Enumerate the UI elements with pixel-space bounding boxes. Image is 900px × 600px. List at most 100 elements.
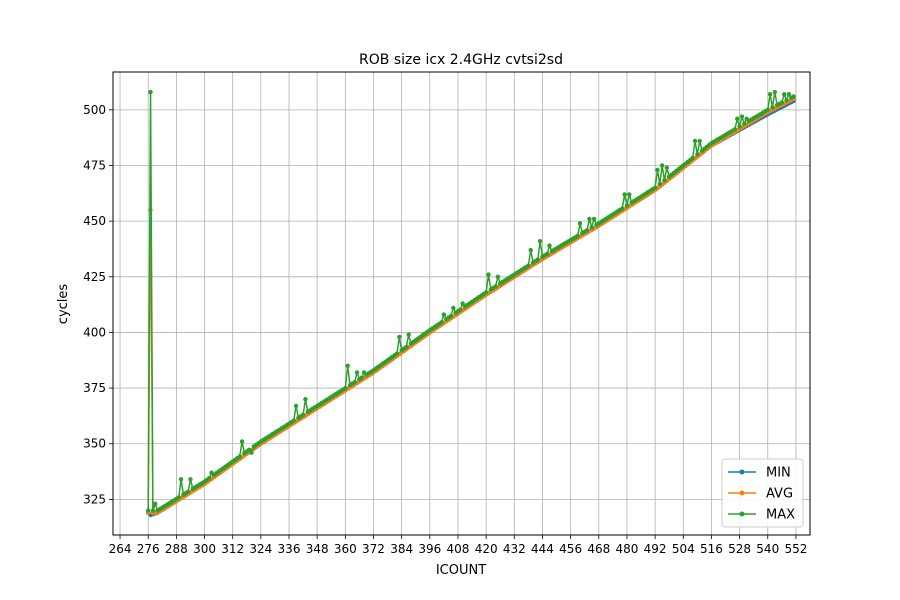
- data-point: [293, 403, 299, 409]
- data-point: [697, 138, 702, 144]
- data-point: [575, 233, 580, 239]
- x-tick-label: 360: [334, 542, 357, 556]
- x-axis-label: ICOUNT: [436, 563, 486, 578]
- data-point: [483, 290, 489, 295]
- legend-marker: [739, 511, 745, 517]
- data-point: [451, 305, 456, 311]
- data-point: [237, 454, 242, 459]
- x-tick-label: 468: [587, 542, 610, 556]
- data-point: [695, 152, 700, 157]
- y-tick-label: 375: [83, 381, 106, 395]
- data-point: [739, 114, 745, 119]
- data-point: [732, 127, 738, 132]
- data-point: [664, 165, 670, 170]
- data-point: [652, 185, 658, 190]
- data-point: [537, 238, 543, 244]
- data-point: [657, 181, 662, 187]
- x-tick-label: 324: [249, 542, 272, 556]
- data-point: [624, 203, 630, 208]
- x-tick-label: 348: [306, 542, 329, 556]
- plot-frame: [112, 71, 811, 536]
- data-point: [354, 370, 360, 375]
- x-tick-label: 528: [728, 542, 751, 556]
- data-point: [765, 107, 770, 113]
- data-point: [394, 351, 400, 356]
- data-point: [495, 274, 501, 279]
- x-tick-label: 504: [672, 542, 695, 556]
- data-point: [458, 307, 463, 312]
- data-point: [359, 375, 364, 380]
- data-point: [345, 363, 350, 369]
- data-point: [207, 476, 212, 481]
- y-axis-label: cycles: [56, 284, 71, 325]
- legend-label: MAX: [766, 508, 795, 523]
- data-point: [528, 247, 533, 253]
- data-point: [352, 379, 357, 385]
- data-point: [493, 284, 498, 289]
- data-point: [303, 397, 308, 402]
- data-point: [176, 495, 181, 500]
- series-layer: [146, 89, 796, 518]
- x-tick-label: 384: [390, 542, 413, 556]
- data-point: [146, 508, 151, 513]
- data-point: [535, 257, 540, 262]
- data-point: [486, 272, 491, 277]
- y-tick-label: 350: [83, 437, 106, 451]
- data-point: [300, 412, 306, 417]
- data-point: [178, 477, 184, 482]
- data-point: [404, 344, 409, 350]
- y-tick-label: 450: [83, 214, 106, 228]
- data-point: [779, 100, 785, 105]
- data-point: [587, 216, 592, 222]
- x-tick-label: 492: [644, 542, 667, 556]
- data-point: [584, 228, 590, 233]
- data-point: [544, 251, 550, 257]
- data-point: [185, 489, 191, 494]
- legend-label: MIN: [766, 466, 791, 481]
- data-point: [441, 312, 447, 317]
- x-tick-label: 276: [137, 542, 160, 556]
- data-point: [577, 221, 583, 226]
- chart-title: ROB size icx 2.4GHz cvtsi2sd: [359, 52, 563, 68]
- x-tick-label: 288: [165, 542, 188, 556]
- x-tick-label: 336: [278, 542, 301, 556]
- series-max: [146, 89, 796, 513]
- x-tick-label: 552: [784, 542, 807, 556]
- data-point: [547, 243, 552, 248]
- data-point: [791, 94, 796, 99]
- data-point: [690, 155, 695, 161]
- data-point: [439, 320, 444, 325]
- data-point: [620, 206, 625, 211]
- legend: MIN AVG MAX: [721, 458, 804, 528]
- data-point: [188, 477, 193, 482]
- grid: [113, 72, 810, 535]
- x-tick-label: 300: [193, 542, 216, 556]
- data-point: [659, 163, 665, 168]
- legend-item-max: MAX: [728, 508, 795, 523]
- data-point: [662, 178, 667, 183]
- x-tick-label: 408: [447, 542, 470, 556]
- y-axis: 325 350 375 400 425 450 475 500: [83, 103, 113, 506]
- x-tick-label: 516: [700, 542, 723, 556]
- x-tick-label: 432: [503, 542, 526, 556]
- data-point: [460, 301, 465, 306]
- x-tick-label: 264: [109, 542, 132, 556]
- data-point: [772, 89, 777, 95]
- x-tick-label: 372: [362, 542, 385, 556]
- x-tick-label: 444: [531, 542, 554, 556]
- x-tick-label: 456: [559, 542, 582, 556]
- data-point: [655, 167, 660, 173]
- data-point: [692, 138, 698, 144]
- x-tick-label: 480: [615, 542, 638, 556]
- data-point: [397, 334, 402, 340]
- x-tick-label: 312: [221, 542, 244, 556]
- data-point: [589, 225, 594, 230]
- legend-item-avg: AVG: [728, 487, 793, 502]
- data-point: [291, 418, 296, 423]
- y-tick-label: 475: [83, 158, 106, 172]
- legend-box: [721, 458, 804, 528]
- data-point: [784, 97, 789, 103]
- y-tick-label: 500: [83, 103, 106, 117]
- data-point: [781, 92, 787, 97]
